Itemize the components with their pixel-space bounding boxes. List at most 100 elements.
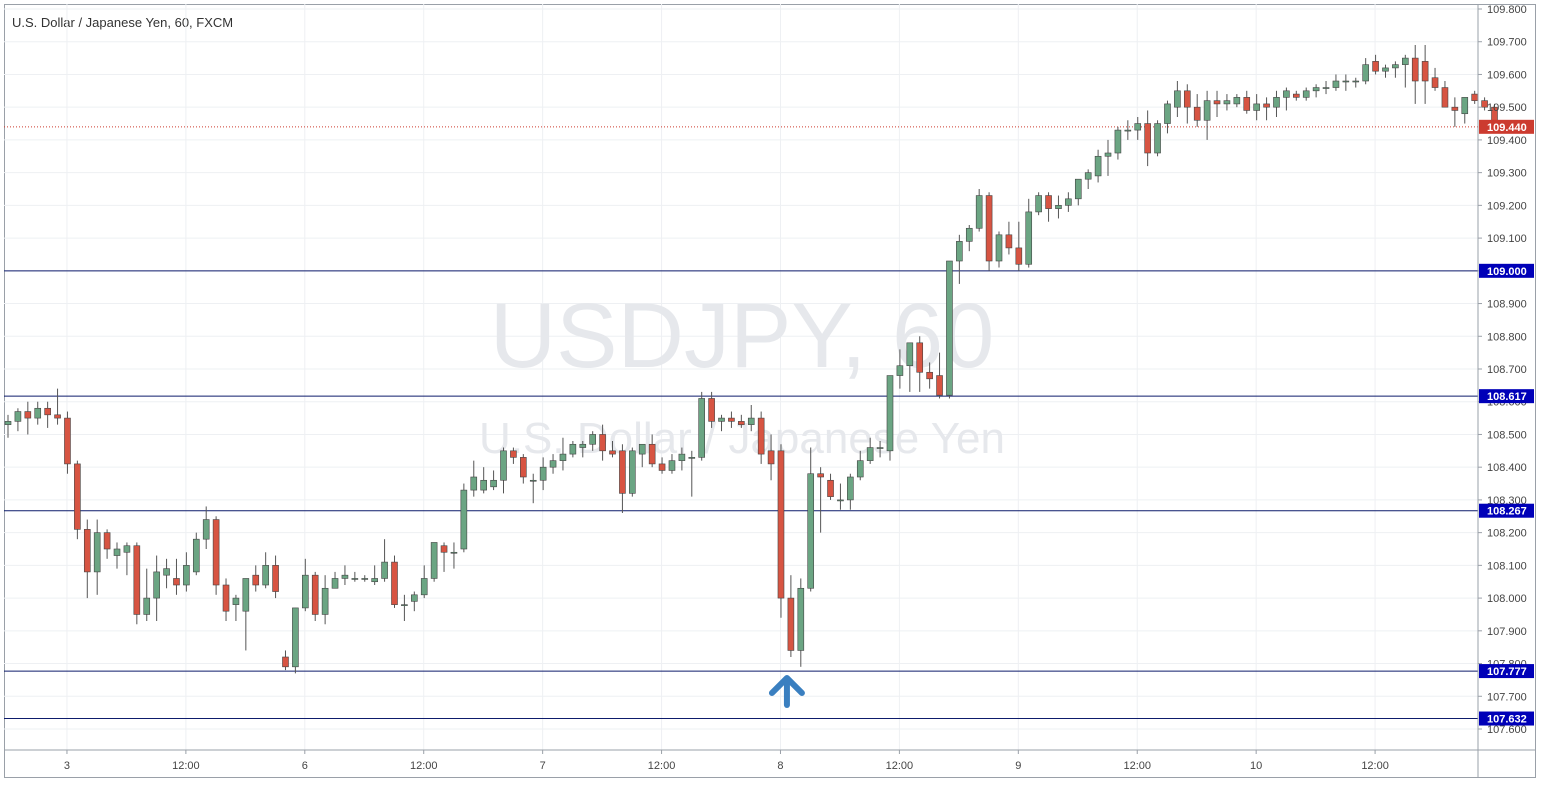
candle-body [767, 450, 775, 465]
candle [321, 575, 329, 625]
candle [936, 352, 943, 399]
candle [569, 441, 577, 458]
candle-body [460, 489, 468, 550]
candle [1243, 90, 1251, 114]
candle-body [896, 365, 904, 376]
candle [1203, 90, 1211, 140]
candle-body [311, 574, 319, 615]
candle-body [1065, 198, 1072, 206]
candle-body [292, 607, 299, 668]
candle [619, 444, 626, 513]
candle-body [222, 584, 230, 612]
candle [371, 565, 378, 585]
price-axis[interactable]: 107.600107.700107.800107.900108.000108.1… [1477, 4, 1534, 778]
candle-body [1481, 100, 1488, 108]
candle-body [202, 519, 210, 540]
candle [579, 441, 587, 458]
candle-body [470, 476, 478, 491]
candle [242, 578, 250, 651]
price-tick-label: 109.800 [1487, 4, 1527, 16]
candle [1342, 74, 1350, 91]
candle-body [1213, 100, 1221, 105]
level-price-tag [1479, 664, 1534, 679]
candle-body [1402, 57, 1409, 65]
candle-body [123, 545, 131, 553]
time-tick-label: 12:00 [648, 760, 676, 772]
level-price-tag [1479, 263, 1534, 278]
candle-body [698, 398, 706, 458]
candle-body [1005, 234, 1013, 249]
candle-body [1114, 129, 1122, 154]
candle-body [866, 447, 874, 461]
candle [34, 401, 42, 425]
candle [232, 594, 240, 621]
candle [1174, 81, 1181, 117]
candle-body [44, 407, 51, 416]
level-price-label: 108.617 [1487, 391, 1527, 403]
candle [1441, 81, 1449, 108]
candle-body [1362, 64, 1369, 82]
candle-body [529, 479, 537, 482]
candle [1312, 84, 1320, 98]
candle-body [1352, 80, 1360, 83]
time-axis[interactable]: 3 12:00 6 12:00 7 12:00 8 12:00 9 12:00 10 12:00 [4, 749, 1536, 772]
candle [1471, 90, 1478, 104]
candle [1322, 81, 1330, 95]
candle [708, 391, 715, 428]
candle [490, 470, 497, 491]
candle-body [797, 587, 805, 651]
candle [1005, 221, 1013, 255]
candle-body [1421, 61, 1429, 82]
candle-body [1104, 152, 1112, 157]
candle [777, 444, 785, 618]
candle [698, 391, 706, 461]
candle [539, 457, 547, 491]
candle-body [14, 411, 22, 422]
candle-body [1134, 123, 1142, 131]
candle-body [262, 565, 269, 586]
price-tick-label: 108.900 [1487, 299, 1527, 311]
candle-body [430, 542, 438, 579]
candle-body [1045, 195, 1052, 209]
candle [1293, 90, 1300, 101]
candle-body [549, 460, 557, 468]
candle [807, 447, 815, 592]
candle-body [133, 545, 141, 615]
candle-body [1322, 87, 1330, 89]
candle [1154, 120, 1161, 157]
candle-body [876, 447, 884, 449]
candle-body [827, 479, 834, 497]
candle-body [856, 460, 864, 478]
candle-body [1253, 103, 1260, 111]
candle-body [609, 450, 616, 455]
candle-body [1223, 100, 1231, 105]
price-tick-label: 108.500 [1487, 429, 1527, 441]
candle [470, 460, 478, 497]
candle-body [1372, 61, 1379, 72]
candle-body [599, 434, 606, 452]
candle-body [93, 532, 101, 573]
current-price-label: 109.440 [1487, 122, 1527, 134]
candle [916, 336, 924, 392]
price-tick-label: 108.000 [1487, 593, 1527, 605]
time-tick-label: 10 [1250, 760, 1262, 772]
candle [965, 225, 973, 252]
time-tick-label: 12:00 [886, 760, 914, 772]
candle [1015, 221, 1023, 271]
candle [975, 189, 983, 232]
candle-body [183, 565, 190, 586]
candle [1094, 149, 1102, 183]
candle [252, 565, 260, 592]
candle [1193, 94, 1201, 127]
candle-body [975, 195, 983, 229]
candle-body [272, 565, 279, 592]
price-tick-label: 109.100 [1487, 233, 1527, 245]
level-price-label: 108.267 [1487, 506, 1527, 518]
candle-body [1293, 93, 1300, 98]
candle-body [440, 545, 448, 553]
candle [1104, 139, 1112, 176]
candle-body [64, 417, 71, 465]
candle-body [1025, 211, 1033, 265]
candle-body [1471, 93, 1478, 101]
